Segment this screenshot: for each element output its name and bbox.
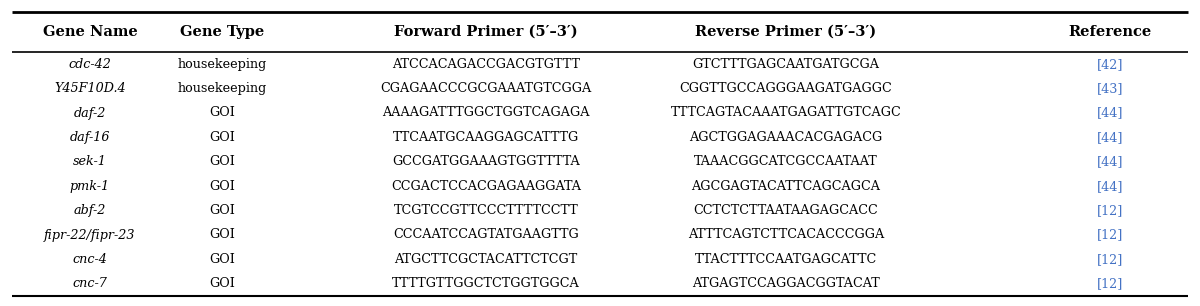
Text: cnc-7: cnc-7 <box>72 277 108 290</box>
Text: GOI: GOI <box>209 106 235 120</box>
Text: TCGTCCGTTCCCTTTTCCTT: TCGTCCGTTCCCTTTTCCTT <box>394 204 578 217</box>
Text: [43]: [43] <box>1097 82 1123 95</box>
Text: GOI: GOI <box>209 131 235 144</box>
Text: [44]: [44] <box>1097 131 1123 144</box>
Text: daf-2: daf-2 <box>74 106 106 120</box>
Text: ATGCTTCGCTACATTCTCGT: ATGCTTCGCTACATTCTCGT <box>395 253 577 266</box>
Text: cdc-42: cdc-42 <box>68 58 112 71</box>
Text: GOI: GOI <box>209 277 235 290</box>
Text: Gene Name: Gene Name <box>43 25 137 39</box>
Text: housekeeping: housekeeping <box>178 58 266 71</box>
Text: [44]: [44] <box>1097 106 1123 120</box>
Text: CGGTTGCCAGGGAAGATGAGGC: CGGTTGCCAGGGAAGATGAGGC <box>679 82 893 95</box>
Text: TTACTTTCCAATGAGCATTC: TTACTTTCCAATGAGCATTC <box>695 253 877 266</box>
Text: cnc-4: cnc-4 <box>72 253 108 266</box>
Text: daf-16: daf-16 <box>70 131 110 144</box>
Text: GOI: GOI <box>209 253 235 266</box>
Text: GTCTTTGAGCAATGATGCGA: GTCTTTGAGCAATGATGCGA <box>692 58 880 71</box>
Text: CCTCTCTTAATAAGAGCACC: CCTCTCTTAATAAGAGCACC <box>694 204 878 217</box>
Text: [42]: [42] <box>1097 58 1123 71</box>
Text: pmk-1: pmk-1 <box>70 180 110 193</box>
Text: Reverse Primer (5′–3′): Reverse Primer (5′–3′) <box>696 25 876 39</box>
Text: ATGAGTCCAGGACGGTACAT: ATGAGTCCAGGACGGTACAT <box>692 277 880 290</box>
Text: GOI: GOI <box>209 204 235 217</box>
Text: fipr-22/fipr-23: fipr-22/fipr-23 <box>44 229 136 241</box>
Text: AGCGAGTACATTCAGCAGCA: AGCGAGTACATTCAGCAGCA <box>691 180 881 193</box>
Text: CCCAATCCAGTATGAAGTTG: CCCAATCCAGTATGAAGTTG <box>394 229 578 241</box>
Text: CCGACTCCACGAGAAGGATA: CCGACTCCACGAGAAGGATA <box>391 180 581 193</box>
Text: [44]: [44] <box>1097 180 1123 193</box>
Text: Y45F10D.4: Y45F10D.4 <box>54 82 126 95</box>
Text: Reference: Reference <box>1068 25 1152 39</box>
Text: TTTCAGTACAAATGAGATTGTCAGC: TTTCAGTACAAATGAGATTGTCAGC <box>671 106 901 120</box>
Text: Gene Type: Gene Type <box>180 25 264 39</box>
Text: [12]: [12] <box>1097 277 1123 290</box>
Text: AAAAGATTTGGCTGGTCAGAGA: AAAAGATTTGGCTGGTCAGAGA <box>383 106 589 120</box>
Text: GOI: GOI <box>209 180 235 193</box>
Text: ATCCACAGACCGACGTGTTT: ATCCACAGACCGACGTGTTT <box>392 58 580 71</box>
Text: Forward Primer (5′–3′): Forward Primer (5′–3′) <box>394 25 578 39</box>
Text: TAAACGGCATCGCCAATAAT: TAAACGGCATCGCCAATAAT <box>694 155 878 168</box>
Text: GOI: GOI <box>209 155 235 168</box>
Text: TTCAATGCAAGGAGCATTTG: TTCAATGCAAGGAGCATTTG <box>392 131 580 144</box>
Text: AGCTGGAGAAACACGAGACG: AGCTGGAGAAACACGAGACG <box>689 131 883 144</box>
Text: GCCGATGGAAAGTGGTTTTA: GCCGATGGAAAGTGGTTTTA <box>392 155 580 168</box>
Text: [44]: [44] <box>1097 155 1123 168</box>
Text: housekeeping: housekeeping <box>178 82 266 95</box>
Text: GOI: GOI <box>209 229 235 241</box>
Text: ATTTCAGTCTTCACACCCGGA: ATTTCAGTCTTCACACCCGGA <box>688 229 884 241</box>
Text: sek-1: sek-1 <box>73 155 107 168</box>
Text: [12]: [12] <box>1097 229 1123 241</box>
Text: [12]: [12] <box>1097 204 1123 217</box>
Text: TTTTGTTGGCTCTGGTGGCA: TTTTGTTGGCTCTGGTGGCA <box>392 277 580 290</box>
Text: abf-2: abf-2 <box>74 204 106 217</box>
Text: [12]: [12] <box>1097 253 1123 266</box>
Text: CGAGAACCCGCGAAATGTCGGA: CGAGAACCCGCGAAATGTCGGA <box>380 82 592 95</box>
